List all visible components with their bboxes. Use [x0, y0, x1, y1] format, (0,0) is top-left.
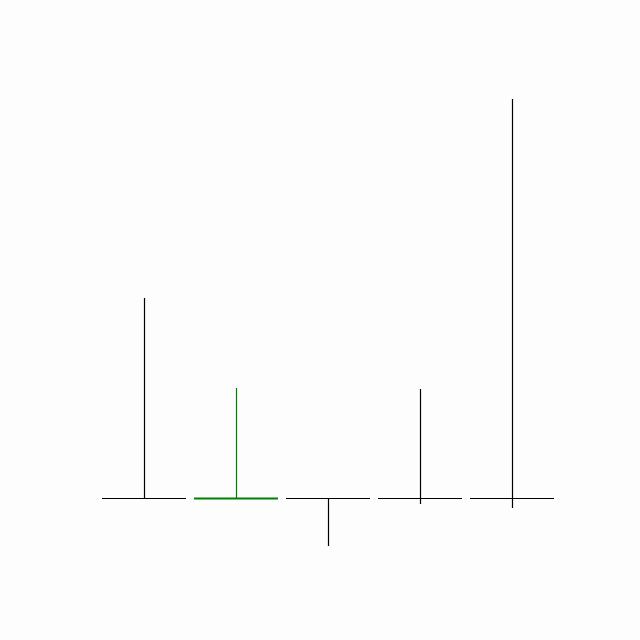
bar-group-4 [378, 389, 462, 504]
bar-group-5 [470, 99, 554, 508]
bar-group-3 [286, 498, 370, 546]
bar-group-1 [102, 298, 186, 499]
bar-group-2 [194, 388, 278, 500]
